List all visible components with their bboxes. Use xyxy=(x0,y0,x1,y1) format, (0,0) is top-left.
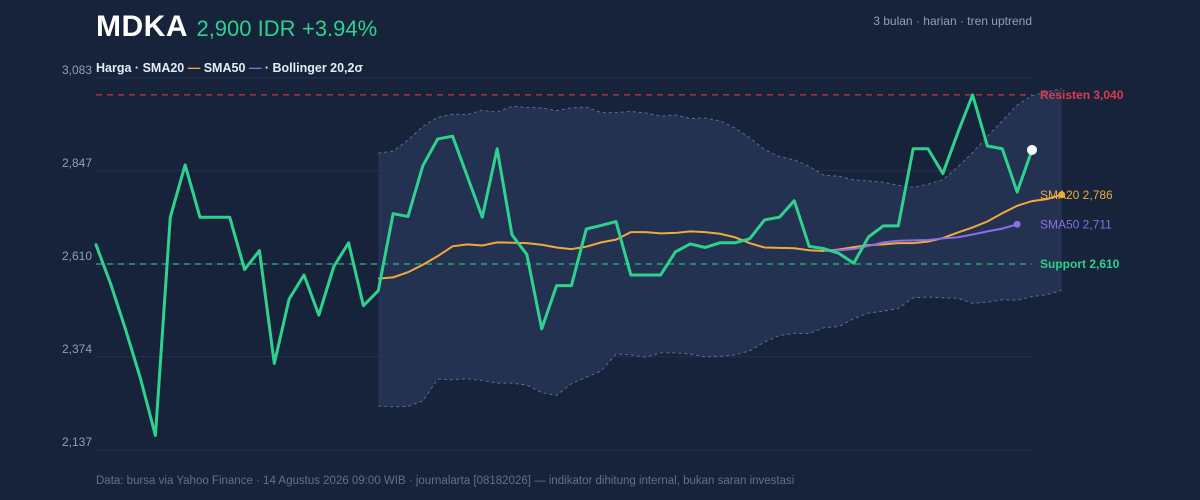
legend-price-label: Harga xyxy=(96,61,132,75)
resistance-label: Resisten 3,040 xyxy=(1040,88,1124,102)
sma20-end-label: SMA20 2,786 xyxy=(1040,188,1113,202)
support-label: Support 2,610 xyxy=(1040,257,1120,271)
chart-title: MDKA 2,900 IDR +3.94% xyxy=(96,10,377,44)
price-change: +3.94% xyxy=(301,16,378,41)
y-tick-label: 2,610 xyxy=(62,249,92,263)
bollinger-upper-line xyxy=(378,88,1062,188)
legend-separator: · xyxy=(134,61,143,75)
legend: Harga · SMA20 — SMA50 — · Bollinger 20,2… xyxy=(96,61,363,75)
y-tick-label: 2,847 xyxy=(62,156,92,170)
chart-meta: 3 bulan · harian · tren uptrend xyxy=(873,14,1032,28)
footer-source: Data: bursa via Yahoo Finance · 14 Agust… xyxy=(96,475,795,487)
legend-sma20-label: SMA20 xyxy=(142,61,185,75)
legend-bollinger-swatch: · xyxy=(264,61,273,75)
ticker-symbol: MDKA xyxy=(96,10,188,43)
legend-sma50-label: SMA50 xyxy=(203,61,246,75)
legend-bollinger-label: Bollinger 20,2σ xyxy=(272,61,364,75)
price-line xyxy=(94,93,1034,437)
sma50-end-label: SMA50 2,711 xyxy=(1040,217,1112,231)
bollinger-band-area xyxy=(378,88,1062,407)
sma20-end-marker xyxy=(1058,191,1066,199)
y-tick-label: 2,374 xyxy=(62,342,92,356)
last-price-marker xyxy=(1027,144,1037,155)
bollinger-lower-line xyxy=(378,289,1062,408)
legend-sma50-swatch: — xyxy=(248,61,262,75)
y-tick-label: 3,083 xyxy=(62,63,92,77)
sma50-end-marker xyxy=(1013,220,1021,228)
current-price: 2,900 IDR xyxy=(196,16,296,41)
sma50-line xyxy=(823,223,1018,253)
legend-sma20-swatch: — xyxy=(187,61,201,75)
sma20-line xyxy=(378,193,1062,280)
y-tick-label: 2,137 xyxy=(62,435,92,449)
